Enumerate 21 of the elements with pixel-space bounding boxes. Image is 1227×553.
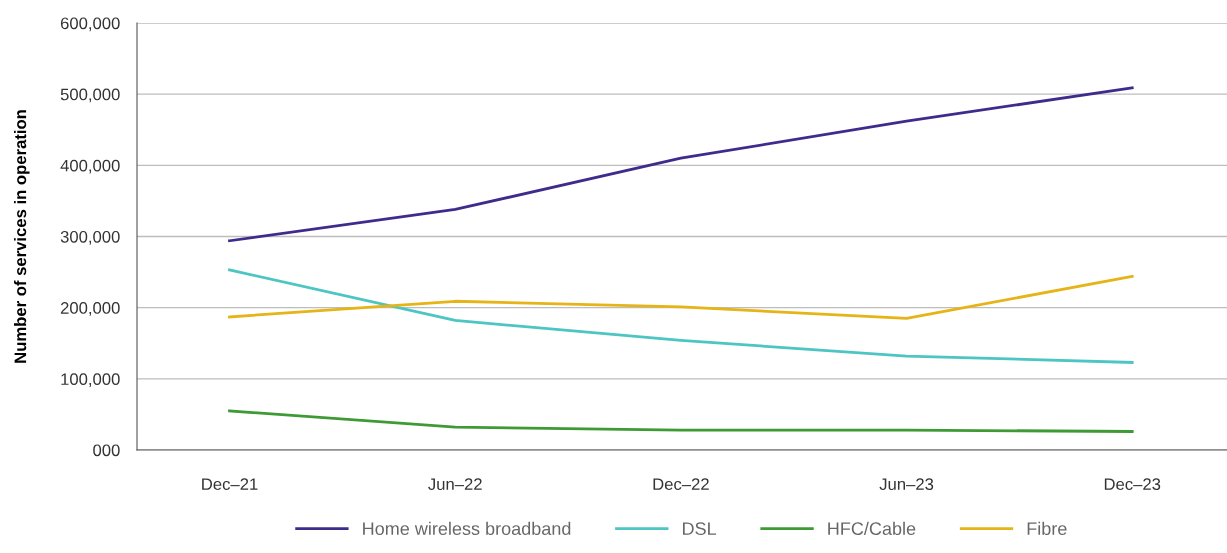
legend-label: HFC/Cable xyxy=(828,521,916,536)
x-tick-label: Dec–21 xyxy=(202,478,258,491)
x-tick-label: Jun–22 xyxy=(428,478,482,491)
y-tick-label: 100,000 xyxy=(61,373,120,388)
y-tick-label: 200,000 xyxy=(60,302,120,316)
x-tick-label: Jun–23 xyxy=(879,478,934,491)
y-tick-label: 300,000 xyxy=(60,230,120,245)
y-tick-label: 600,000 xyxy=(60,17,120,32)
y-axis-title: Number of services in operation xyxy=(14,110,30,363)
line-series xyxy=(228,409,1134,433)
y-tick-label: 000 xyxy=(93,444,120,457)
legend-label: DSL xyxy=(683,522,717,536)
x-tick-label: Dec–22 xyxy=(653,478,709,491)
line-series xyxy=(228,86,1134,243)
legend-label: Fibre xyxy=(1027,521,1067,536)
x-tick-label: Dec–23 xyxy=(1104,478,1161,491)
y-tick-label: 500,000 xyxy=(60,88,120,103)
legend-label: Home wireless broadband xyxy=(363,521,571,536)
line-series xyxy=(228,274,1134,320)
line-series xyxy=(228,268,1134,364)
y-tick-label: 400,000 xyxy=(60,159,120,174)
